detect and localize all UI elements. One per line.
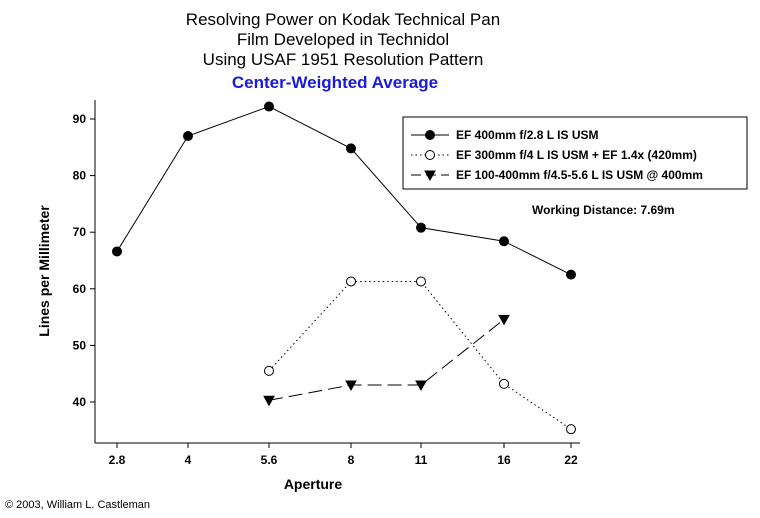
chart-title-line-2: Film Developed in Technidol <box>237 30 449 49</box>
series-2-point-8 <box>345 380 357 392</box>
series-0-point-22 <box>566 269 576 280</box>
series-1-point-16 <box>499 378 509 389</box>
chart-title-line-3: Using USAF 1951 Resolution Pattern <box>203 50 484 69</box>
chart-title-line-1: Resolving Power on Kodak Technical Pan <box>186 10 500 29</box>
legend-label-2: EF 100-400mm f/4.5-5.6 L IS USM @ 400mm <box>456 168 703 182</box>
series-1 <box>264 276 576 435</box>
series-2 <box>263 314 510 407</box>
y-tick-label-80: 80 <box>73 169 87 183</box>
series-0-point-4 <box>183 130 193 141</box>
working-distance-annotation: Working Distance: 7.69m <box>532 203 675 217</box>
y-ticks: 40 50 60 70 80 90 <box>73 112 95 409</box>
y-axis-label: Lines per Millimeter <box>36 205 52 337</box>
x-tick-label-16: 16 <box>497 453 511 467</box>
legend-marker-0 <box>425 130 435 140</box>
y-tick-label-50: 50 <box>73 338 87 352</box>
series-1-point-8 <box>346 276 356 287</box>
series-2-point-11 <box>415 380 427 392</box>
legend-label-1: EF 300mm f/4 L IS USM + EF 1.4x (420mm) <box>456 148 697 162</box>
x-ticks: 2.8 4 5.6 8 11 16 22 <box>109 443 578 467</box>
legend-marker-2 <box>424 170 436 182</box>
series-0-point-16 <box>499 236 509 247</box>
series-0-point-2.8 <box>112 246 122 257</box>
series-0-point-5.6 <box>264 101 274 112</box>
legend: EF 400mm f/2.8 L IS USM EF 300mm f/4 L IS… <box>402 116 748 190</box>
series-1-point-11 <box>416 276 426 287</box>
x-tick-label-8: 8 <box>348 453 355 467</box>
copyright-text: © 2003, William L. Castleman <box>5 499 150 511</box>
x-tick-label-5.6: 5.6 <box>261 453 278 467</box>
x-axis-label: Aperture <box>284 476 343 492</box>
series-2-point-5.6 <box>263 395 275 407</box>
series-2-line <box>268 318 505 401</box>
x-tick-label-11: 11 <box>415 453 428 467</box>
series-1-point-5.6 <box>264 365 274 376</box>
y-tick-label-90: 90 <box>73 112 87 126</box>
series-1-point-22 <box>566 424 576 435</box>
x-tick-label-4: 4 <box>185 453 192 467</box>
series-layer <box>112 101 576 435</box>
legend-box <box>402 116 748 190</box>
legend-label-0: EF 400mm f/2.8 L IS USM <box>456 128 599 142</box>
series-0-point-11 <box>416 222 426 233</box>
series-0 <box>112 101 576 280</box>
y-tick-label-40: 40 <box>73 395 87 409</box>
chart-subtitle: Center-Weighted Average <box>232 73 438 92</box>
series-2-point-16 <box>498 314 510 326</box>
x-tick-label-2.8: 2.8 <box>109 453 126 467</box>
y-tick-label-70: 70 <box>73 225 87 239</box>
series-1-line <box>268 280 572 430</box>
series-0-point-8 <box>346 143 356 154</box>
legend-marker-1 <box>425 150 435 160</box>
x-tick-label-22: 22 <box>564 453 578 467</box>
y-tick-label-60: 60 <box>73 282 87 296</box>
